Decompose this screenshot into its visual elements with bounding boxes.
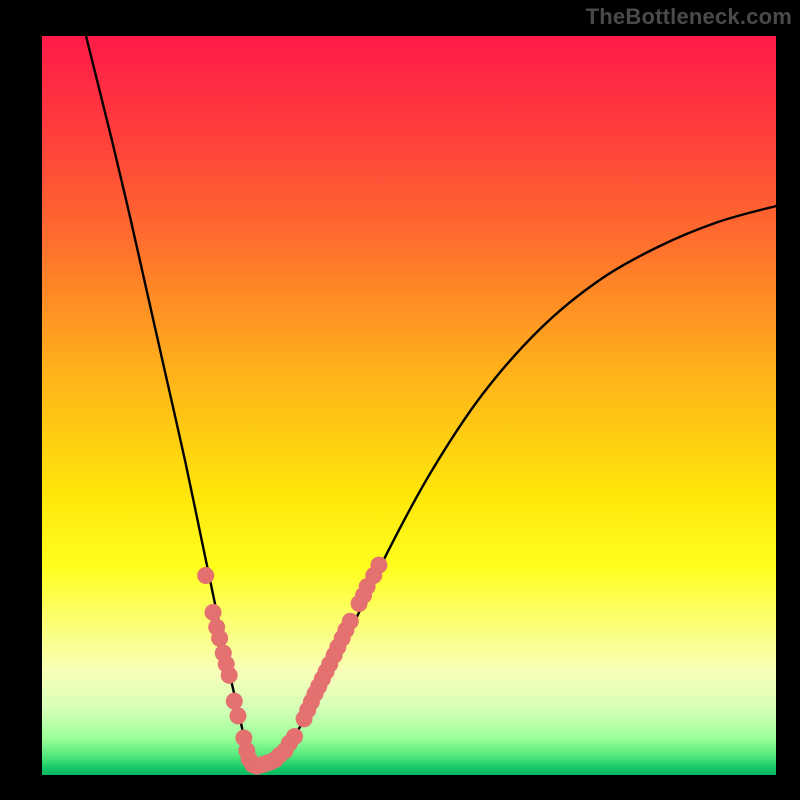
bottleneck-chart-svg	[42, 36, 776, 775]
watermark-text: TheBottleneck.com	[586, 4, 792, 30]
gradient-background	[42, 36, 776, 775]
scatter-point	[286, 728, 303, 745]
scatter-point	[226, 693, 243, 710]
scatter-point	[211, 630, 228, 647]
plot-area	[42, 36, 776, 775]
scatter-point	[229, 707, 246, 724]
scatter-point	[205, 604, 222, 621]
scatter-point	[221, 667, 238, 684]
scatter-point	[197, 567, 214, 584]
chart-stage: TheBottleneck.com	[0, 0, 800, 800]
scatter-point	[342, 613, 359, 630]
scatter-point	[370, 557, 387, 574]
